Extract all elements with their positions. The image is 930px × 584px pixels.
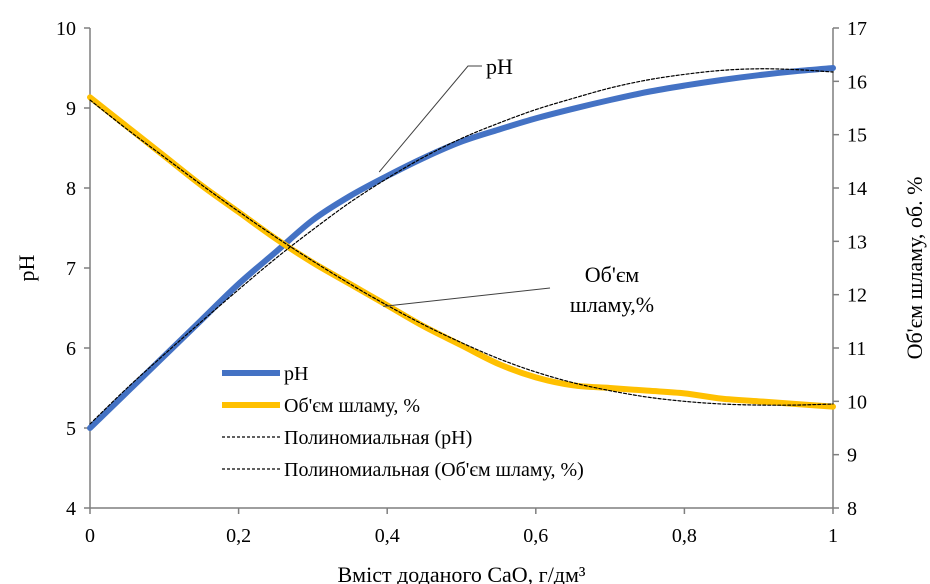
legend: pH Об'єм шламу, % Полиномиальная (pH) Полин…: [222, 363, 584, 481]
y-right-axis-title: Об'єм шламу, об. %: [902, 177, 927, 360]
y-left-tick-label: 5: [66, 418, 76, 440]
annotation-ph: pH: [486, 54, 513, 79]
y-right-tick-label: 9: [847, 445, 857, 467]
legend-label: Полиномиальная (pH): [284, 427, 472, 449]
y-right-tick-label: 14: [847, 178, 867, 200]
y-left-tick-label: 7: [66, 258, 76, 280]
y-left-tick-label: 9: [66, 98, 76, 120]
series-line-3: [89, 99, 834, 406]
y-right-tick-label: 15: [847, 125, 867, 147]
y-left-tick-label: 4: [66, 498, 76, 520]
x-tick-label: 0,4: [375, 525, 400, 547]
series-layer: [87, 65, 836, 431]
y-right-tick-labels: 8 9 10 11 12 13 14 15 16 17: [833, 18, 867, 520]
series-line-0: [87, 65, 836, 431]
y-right-tick-label: 16: [847, 71, 867, 93]
x-tick-labels: 0 0,2 0,4 0,6 0,8 1: [85, 508, 838, 547]
annotation-leader-volume: [383, 287, 551, 307]
y-left-tick-label: 6: [66, 338, 76, 360]
x-tick-label: 0,6: [523, 525, 548, 547]
y-right-tick-label: 10: [847, 391, 867, 413]
legend-label: Об'єм шламу, %: [284, 395, 420, 417]
y-left-tick-labels: 4 5 6 7 8 9 10: [56, 18, 90, 520]
x-tick-label: 0: [85, 525, 95, 547]
y-right-tick-label: 8: [847, 498, 857, 520]
legend-label: Полиномиальная (Об'єм шламу, %): [284, 459, 584, 481]
legend-label: pH: [284, 363, 308, 385]
y-left-tick-label: 8: [66, 178, 76, 200]
x-tick-label: 0,2: [226, 525, 251, 547]
y-right-tick-label: 12: [847, 285, 867, 307]
y-left-axis-title: pH: [14, 254, 39, 281]
y-right-tick-label: 13: [847, 231, 867, 253]
series-line-1: [87, 94, 836, 410]
y-right-tick-label: 11: [847, 338, 866, 360]
x-axis-title: Вміст доданого CaO, г/дм³: [337, 562, 585, 584]
x-tick-label: 1: [828, 525, 838, 547]
annotation-volume-line: шламу,%: [570, 292, 654, 317]
annotation-leader-ph: [378, 65, 482, 173]
annotation-volume-line: Об'єм: [585, 262, 639, 287]
y-right-tick-label: 17: [847, 18, 867, 40]
annotations: pH Об'єм шламу,%: [378, 54, 654, 317]
series-line-2: [89, 68, 834, 425]
y-left-tick-label: 10: [56, 18, 76, 40]
x-tick-label: 0,8: [672, 525, 697, 547]
